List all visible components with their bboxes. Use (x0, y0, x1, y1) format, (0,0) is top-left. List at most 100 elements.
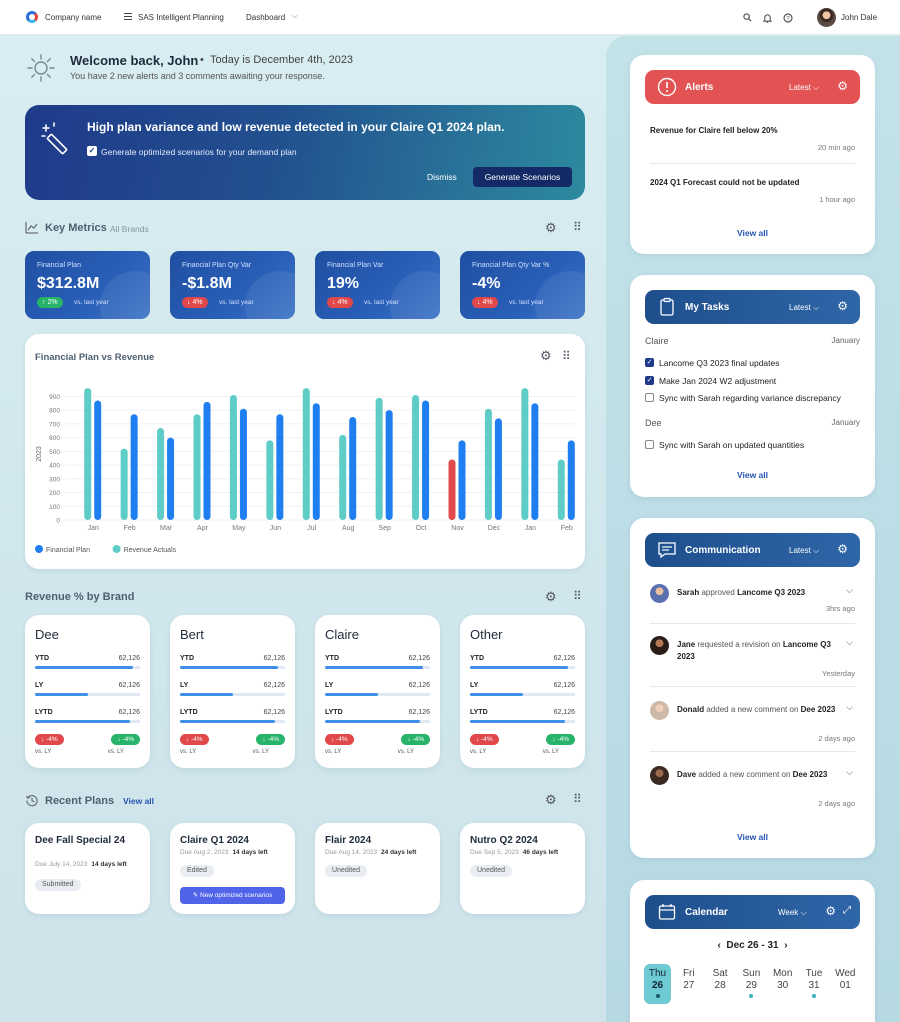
comment-text[interactable]: Dave added a new comment on Dee 2023 (677, 769, 837, 781)
plan-card[interactable]: Flair 2024 Due Aug 14, 2023 24 days left Un… (315, 823, 440, 914)
drag-handle-icon[interactable]: ⠿ (573, 792, 582, 806)
chevron-down-icon[interactable]: ⌵ (846, 767, 853, 777)
task-label[interactable]: Lancome Q3 2023 final updates (659, 358, 780, 368)
metric-card[interactable]: Financial Plan Var 19% ↓ 4% vs. last year (315, 251, 440, 319)
comment-action: approved (701, 588, 735, 597)
gear-icon[interactable]: ⚙ (837, 79, 848, 93)
gear-icon[interactable]: ⚙ (825, 904, 836, 918)
plan-card[interactable]: Dee Fall Special 24 Due July 14, 2023 14 d… (25, 823, 150, 914)
task-label[interactable]: Sync with Sarah on updated quantities (659, 440, 805, 450)
gear-icon[interactable]: ⚙ (545, 220, 557, 235)
generate-scenarios-button[interactable]: Generate Scenarios (473, 167, 572, 187)
brand-metric-value: 62,126 (408, 682, 430, 689)
chevron-down-icon[interactable]: ⌵ (292, 13, 298, 20)
comment-target: Dee 2023 (792, 770, 828, 779)
communication-filter-dropdown[interactable]: Latest ⌵ (789, 546, 820, 555)
task-checkbox[interactable]: ✓ (645, 358, 654, 367)
plan-card[interactable]: Nutro Q2 2024 Due Sep 5, 2023 46 days left… (460, 823, 585, 914)
menu-icon[interactable] (124, 13, 132, 20)
metric-comparison: vs. last year (74, 299, 109, 306)
chevron-left-icon[interactable]: ‹ (717, 940, 721, 951)
recent-plans-view-all-link[interactable]: View all (123, 796, 155, 806)
calendar-day[interactable]: Mon 30 (769, 964, 796, 1004)
calendar-day[interactable]: Sun 29 (738, 964, 765, 1004)
brand-card[interactable]: Dee YTD 62,126 LY 62,126 LYTD 62,126 ↓ -4% ↓ -4%… (25, 615, 150, 768)
gear-icon[interactable]: ⚙ (837, 542, 848, 556)
comment-time: 3hrs ago (825, 604, 855, 613)
metric-label: Financial Plan Qty Var % (472, 262, 550, 269)
search-icon[interactable] (743, 13, 752, 24)
bar-financial-plan-jan (531, 403, 539, 520)
chevron-down-icon[interactable]: ⌵ (846, 702, 853, 712)
help-icon[interactable]: ? (783, 13, 793, 25)
tasks-view-all-link[interactable]: View all (736, 470, 769, 480)
comment-text[interactable]: Donald added a new comment on Dee 2023 (677, 704, 837, 716)
calendar-day[interactable]: Wed 01 (832, 964, 859, 1004)
tasks-filter-dropdown[interactable]: Latest ⌵ (789, 303, 820, 312)
plan-days-left: 14 days left (232, 849, 268, 856)
app-name[interactable]: SAS Intelligent Planning (138, 13, 224, 22)
calendar-day[interactable]: Sat 28 (707, 964, 734, 1004)
drag-handle-icon[interactable]: ⠿ (562, 349, 571, 363)
metric-card[interactable]: Financial Plan Qty Var -$1.8M ↓ 4% vs. last… (170, 251, 295, 319)
task-checkbox[interactable]: ✓ (645, 376, 654, 385)
task-label[interactable]: Make Jan 2024 W2 adjustment (659, 376, 777, 386)
gear-icon[interactable]: ⚙ (545, 589, 557, 604)
brand-card[interactable]: Other YTD 62,126 LY 62,126 LYTD 62,126 ↓ -4% ↓ -… (460, 615, 585, 768)
bell-icon[interactable] (762, 13, 773, 25)
brand-metric-value: 62,126 (263, 709, 285, 716)
gear-icon[interactable]: ⚙ (540, 349, 552, 364)
comment-text[interactable]: Sarah approved Lancome Q3 2023 (677, 587, 837, 599)
comment-text[interactable]: Jane requested a revision on Lancome Q3 … (677, 639, 837, 663)
brand-metric-label: LY (35, 682, 44, 689)
day-number: 26 (651, 980, 664, 991)
banner-checkbox-label[interactable]: Generate optimized scenarios for your de… (101, 147, 297, 157)
clipboard-icon (660, 297, 674, 316)
new-optimized-scenarios-button[interactable]: ✎ New optimized scenarios (180, 887, 285, 904)
alerts-title: Alerts (685, 82, 714, 93)
alert-item[interactable]: Revenue for Claire fell below 20% (650, 126, 778, 135)
chevron-down-icon[interactable]: ⌵ (846, 585, 853, 595)
drag-handle-icon[interactable]: ⠿ (573, 589, 582, 603)
banner-checkbox[interactable]: ✓ (87, 146, 97, 156)
gear-icon[interactable]: ⚙ (837, 299, 848, 313)
alerts-filter-dropdown[interactable]: Latest ⌵ (789, 83, 820, 92)
button-label: New optimized scenarios (200, 892, 273, 899)
brand-metric-label: YTD (180, 655, 194, 662)
chevron-right-icon[interactable]: › (784, 940, 788, 951)
calendar-day[interactable]: Thu 26 (644, 964, 671, 1004)
bar-revenue-actuals-oct (412, 394, 420, 520)
avatar[interactable] (817, 8, 836, 27)
financial-plan-vs-revenue-chart: Financial Plan vs Revenue ⚙ ⠿ 0 100 200 300 400… (35, 349, 575, 554)
expand-icon[interactable]: ⤢ (843, 905, 851, 916)
status-badge: Unedited (470, 865, 513, 877)
gear-icon[interactable]: ⚙ (545, 792, 557, 807)
metric-card[interactable]: Financial Plan Qty Var % -4% ↓ 4% vs. last … (460, 251, 585, 319)
plan-due-date: Due Sep 5, 2023 46 days left (470, 849, 558, 856)
event-dot (655, 994, 660, 998)
task-label[interactable]: Sync with Sarah regarding variance discr… (659, 393, 841, 403)
calendar-day[interactable]: Tue 31 (801, 964, 828, 1004)
plan-days-left: 14 days left (91, 861, 127, 868)
task-checkbox[interactable] (645, 393, 654, 402)
metric-card[interactable]: Financial Plan $312.8M ↑ 2% vs. last year (25, 251, 150, 319)
alert-item[interactable]: 2024 Q1 Forecast could not be updated (650, 178, 800, 187)
x-tick-label: May (232, 525, 246, 532)
plan-card[interactable]: Claire Q1 2024 Due Aug 2, 2023 14 days lef… (170, 823, 295, 914)
dismiss-button[interactable]: Dismiss (427, 172, 457, 182)
calendar-day[interactable]: Fri 27 (675, 964, 702, 1004)
brand-card[interactable]: Bert YTD 62,126 LY 62,126 LYTD 62,126 ↓ -4% ↓ -4… (170, 615, 295, 768)
alerts-view-all-link[interactable]: View all (736, 228, 769, 238)
calendar-filter-dropdown[interactable]: Week ⌵ (778, 908, 807, 917)
communication-view-all-link[interactable]: View all (736, 832, 769, 842)
user-name[interactable]: John Dale (841, 13, 878, 22)
task-checkbox[interactable] (645, 440, 654, 449)
comment-time: Yesterday (821, 669, 855, 678)
chevron-down-icon[interactable]: ⌵ (846, 637, 853, 647)
progress-fill (470, 693, 523, 696)
drag-handle-icon[interactable]: ⠿ (573, 220, 582, 234)
brand-metric-value: 62,126 (553, 709, 575, 716)
brand-card[interactable]: Claire YTD 62,126 LY 62,126 LYTD 62,126 ↓ -4% ↓ … (315, 615, 440, 768)
alerts-header: Alerts Latest ⌵ ⚙ (645, 70, 860, 104)
dashboard-dropdown[interactable]: Dashboard (246, 13, 286, 22)
